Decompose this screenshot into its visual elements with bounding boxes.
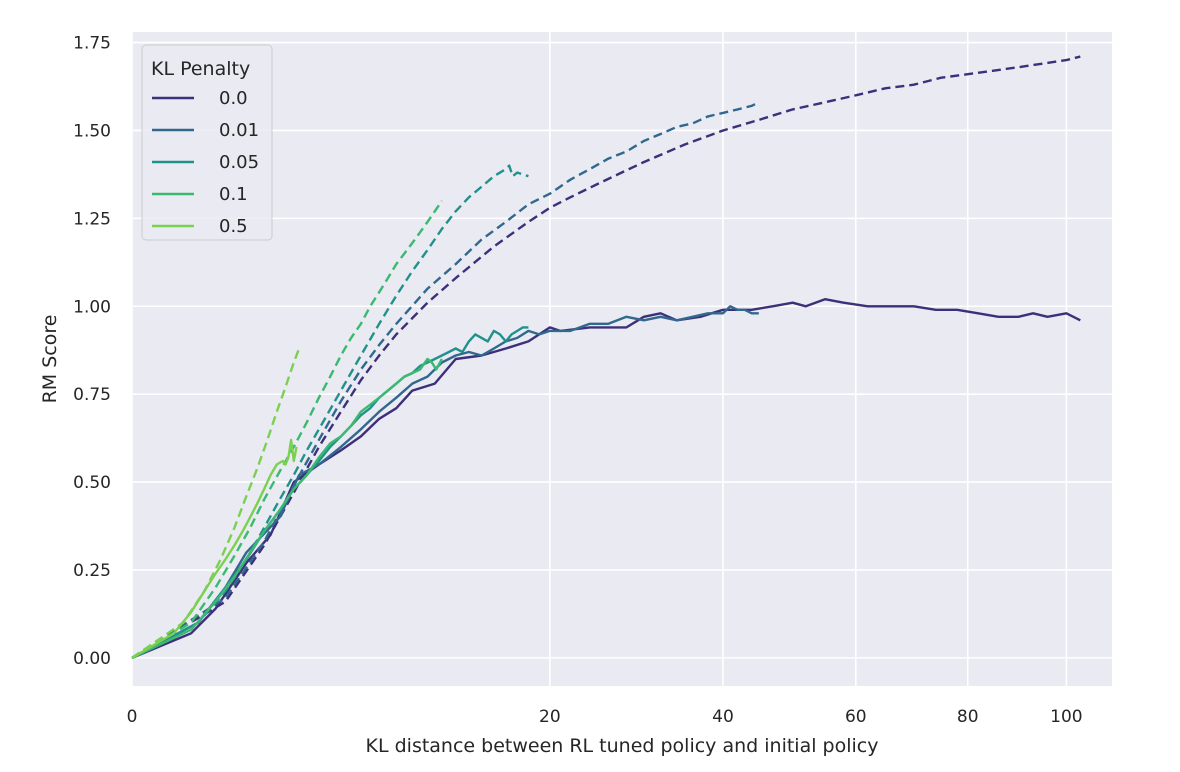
y-axis-ticks: 0.00 0.25 0.50 0.75 1.00 1.25 1.50 1.75	[73, 34, 111, 669]
legend: KL Penalty 0.0 0.01 0.05 0.1 0.5	[141, 44, 273, 241]
x-axis-label: KL distance between RL tuned policy and …	[366, 735, 879, 757]
legend-box	[141, 44, 273, 241]
legend-entries: 0.0 0.01 0.05 0.1 0.5	[152, 88, 259, 237]
series-proxy-line	[131, 164, 529, 659]
legend-label: 0.1	[219, 184, 248, 205]
x-tick-label: 80	[957, 707, 979, 727]
y-tick-label: 1.00	[73, 297, 111, 317]
x-tick-label: 20	[539, 707, 561, 727]
legend-label: 0.05	[219, 152, 259, 173]
series-proxy-line	[131, 101, 760, 659]
legend-label: 0.5	[219, 216, 248, 237]
y-tick-label: 1.75	[73, 34, 111, 54]
y-tick-label: 1.50	[73, 121, 111, 141]
x-axis-ticks: 0 20 40 60 80 100	[127, 707, 1083, 727]
x-tick-label: 40	[712, 707, 734, 727]
x-tick-label: 0	[127, 707, 138, 727]
x-tick-label: 100	[1050, 707, 1082, 727]
legend-label: 0.0	[219, 88, 248, 109]
series-gold-line	[131, 305, 759, 659]
y-axis-label: RM Score	[39, 315, 61, 404]
y-tick-label: 0.00	[73, 649, 111, 669]
series-gold-line	[131, 438, 298, 659]
y-tick-label: 0.25	[73, 561, 111, 581]
plot-background	[132, 32, 1112, 686]
series-proxy-line	[131, 55, 1081, 659]
y-tick-label: 0.50	[73, 473, 111, 493]
series-gold-line	[131, 357, 443, 659]
x-tick-label: 60	[845, 707, 867, 727]
series-layer	[131, 55, 1081, 660]
legend-title: KL Penalty	[151, 58, 250, 80]
series-proxy-line	[131, 200, 443, 659]
y-tick-label: 1.25	[73, 209, 111, 229]
y-tick-label: 0.75	[73, 385, 111, 405]
series-proxy-line	[131, 348, 301, 659]
series-gold-line	[131, 298, 1081, 660]
legend-label: 0.01	[219, 120, 259, 141]
